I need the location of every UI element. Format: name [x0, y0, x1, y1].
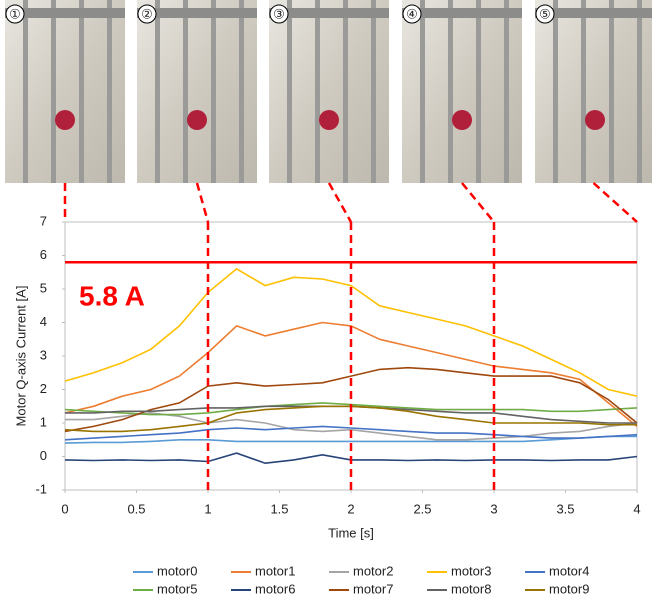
photo-rail — [504, 0, 509, 183]
x-tick-label: 4 — [633, 501, 640, 516]
photo-rail — [420, 0, 425, 183]
legend-label: motor7 — [353, 581, 393, 596]
photo-rail — [79, 0, 84, 183]
photo-number: ⑤ — [539, 6, 551, 21]
legend-label: motor6 — [255, 581, 295, 596]
photo-gripper — [319, 110, 339, 130]
y-tick-label: 3 — [40, 347, 47, 362]
x-tick-label: 3 — [490, 501, 497, 516]
photo-number-bg — [402, 4, 422, 24]
y-tick-label: 1 — [40, 414, 47, 429]
legend-label: motor1 — [255, 563, 295, 578]
x-tick-label: 0.5 — [127, 501, 145, 516]
photo-number-bg — [535, 4, 555, 24]
photo-number-bg — [269, 4, 289, 24]
legend-label: motor3 — [451, 563, 491, 578]
photo-beam — [137, 8, 257, 18]
frame-connector — [592, 182, 638, 223]
photo-rail — [609, 0, 614, 183]
y-tick-label: 6 — [40, 247, 47, 262]
legend-label: motor0 — [157, 563, 197, 578]
photo-gripper — [187, 110, 207, 130]
y-tick-label: 7 — [40, 213, 47, 228]
photo-rail — [211, 0, 216, 183]
frame-connector — [327, 182, 353, 223]
photo-gripper — [585, 110, 605, 130]
photo: ② — [137, 0, 257, 183]
frame-connector — [461, 182, 495, 223]
x-tick-label: 0 — [61, 501, 68, 516]
y-tick-label: 4 — [40, 314, 47, 329]
photo-strip: ① ② ③ ④ ⑤ — [5, 0, 652, 183]
legend-label: motor4 — [549, 563, 589, 578]
photo: ① — [5, 0, 125, 183]
photo-rail — [637, 0, 642, 183]
x-tick-label: 3.5 — [556, 501, 574, 516]
photo-gripper — [55, 110, 75, 130]
photo-rail — [448, 0, 453, 183]
photo-number-bg — [137, 4, 157, 24]
photo-number: ④ — [406, 6, 418, 21]
photo-rail — [183, 0, 188, 183]
y-tick-label: 2 — [40, 381, 47, 396]
legend-label: motor5 — [157, 581, 197, 596]
photo-frame — [535, 0, 652, 183]
photo-beam — [5, 8, 125, 18]
legend-label: motor2 — [353, 563, 393, 578]
photo-rail — [107, 0, 112, 183]
legend-label: motor9 — [549, 581, 589, 596]
photo-number: ① — [9, 6, 21, 21]
photo-gripper — [452, 110, 472, 130]
photo-rail — [343, 0, 348, 183]
legend-label: motor8 — [451, 581, 491, 596]
photo-beam — [269, 8, 389, 18]
x-tick-label: 2 — [347, 501, 354, 516]
threshold-label: 5.8 A — [79, 281, 145, 312]
y-tick-label: 5 — [40, 280, 47, 295]
photo-number: ② — [141, 6, 153, 21]
plot — [62, 221, 638, 493]
series-line — [64, 425, 638, 441]
photo-rail — [287, 0, 292, 183]
photo-number: ③ — [273, 6, 285, 21]
y-tick-label: -1 — [35, 481, 47, 496]
photo-rail — [23, 0, 28, 183]
photo-rail — [581, 0, 586, 183]
photo-rail — [51, 0, 56, 183]
series-line — [64, 435, 637, 444]
y-axis-label: Motor Q-axis Current [A] — [13, 286, 28, 427]
photo: ③ — [269, 0, 389, 183]
x-tick-label: 1.5 — [270, 501, 288, 516]
photo-beam — [535, 8, 652, 18]
photo-rail — [155, 0, 160, 183]
photo-rail — [553, 0, 558, 183]
series-line — [64, 366, 638, 433]
photo-beam — [402, 8, 522, 18]
x-axis-label: Time [s] — [328, 525, 374, 540]
photo-rail — [315, 0, 320, 183]
frame-connector — [195, 182, 210, 223]
x-tick-label: 2.5 — [413, 501, 431, 516]
photo: ④ — [402, 0, 522, 183]
photo: ⑤ — [535, 0, 652, 183]
x-tick-label: 1 — [204, 501, 211, 516]
photo-rail — [239, 0, 244, 183]
series-line — [64, 267, 638, 397]
photo-number-bg — [5, 4, 25, 24]
y-tick-label: 0 — [40, 448, 47, 463]
series-line — [64, 321, 638, 428]
photo-rail — [476, 0, 481, 183]
photo-rail — [371, 0, 376, 183]
